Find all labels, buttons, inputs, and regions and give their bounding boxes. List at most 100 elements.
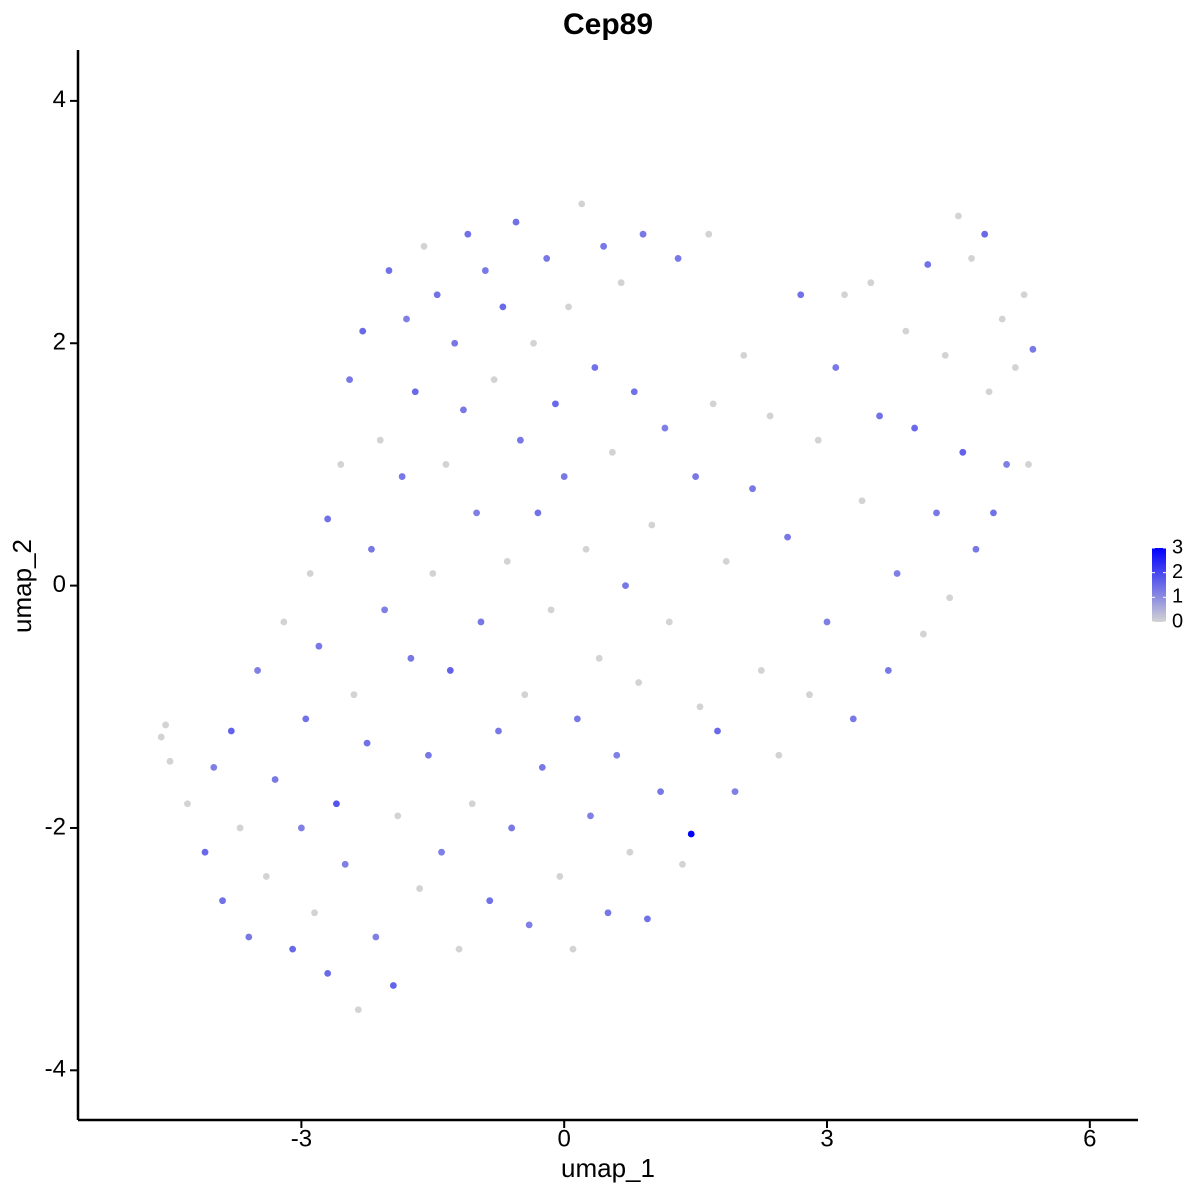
cell-point: [201, 848, 209, 856]
cell-point: [858, 497, 866, 505]
cell-point: [876, 412, 883, 420]
cell-point: [516, 436, 524, 444]
cell-point: [972, 545, 980, 553]
cell-point: [481, 267, 489, 274]
cell-point: [438, 848, 445, 856]
colorbar-label: 2: [1172, 561, 1183, 583]
cell-point: [455, 945, 463, 953]
cell-point: [648, 521, 656, 529]
colorbar-label: 3: [1172, 536, 1183, 558]
cell-point: [381, 606, 389, 614]
cell-point: [394, 812, 402, 820]
cell-point: [560, 473, 568, 480]
cell-point: [219, 897, 226, 905]
cell-point: [867, 279, 875, 287]
cell-point: [784, 533, 791, 541]
chart-title: Cep89: [563, 8, 653, 41]
cell-point: [924, 261, 932, 268]
cell-point: [530, 339, 537, 347]
cell-point: [919, 630, 927, 638]
cell-point: [608, 448, 616, 456]
cell-point: [389, 982, 397, 989]
cell-point: [543, 255, 551, 262]
cell-point: [538, 763, 546, 771]
cell-point: [477, 618, 485, 626]
cell-point: [442, 461, 450, 468]
cell-point: [573, 715, 581, 723]
cell-point: [359, 327, 367, 335]
cell-point: [766, 412, 774, 420]
y-tick-label: -4: [45, 1056, 66, 1083]
cell-point: [333, 800, 340, 808]
cell-point: [687, 830, 695, 838]
cell-point: [289, 945, 297, 953]
cell-point: [460, 406, 467, 414]
cell-point: [411, 388, 419, 396]
cell-point: [806, 691, 813, 699]
cell-point: [613, 751, 621, 759]
cell-point: [639, 230, 647, 238]
cell-point: [714, 727, 721, 735]
y-tick-label: -2: [45, 813, 66, 840]
cell-point: [565, 303, 572, 311]
colorbar: [1152, 548, 1166, 622]
x-axis-label: umap_1: [561, 1153, 655, 1183]
cell-point: [1029, 345, 1037, 353]
cell-point: [324, 515, 332, 523]
cell-point: [797, 291, 805, 299]
cell-point: [823, 618, 831, 626]
cell-point: [884, 667, 892, 674]
cell-point: [324, 969, 332, 977]
cell-point: [911, 424, 919, 432]
cell-point: [582, 545, 590, 553]
cell-point: [306, 570, 314, 577]
cell-point: [495, 727, 502, 735]
cell-point: [757, 667, 765, 674]
cell-point: [468, 800, 476, 808]
cell-point: [552, 400, 559, 408]
cell-point: [679, 860, 686, 868]
y-tick-label: 2: [53, 329, 66, 356]
cell-point: [556, 873, 564, 880]
cell-point: [184, 800, 191, 808]
cell-point: [630, 388, 638, 396]
cell-point: [775, 751, 783, 759]
cell-point: [968, 255, 975, 262]
cell-point: [446, 667, 454, 674]
cell-point: [403, 315, 410, 323]
cell-point: [740, 351, 748, 359]
cell-point: [490, 376, 498, 384]
colorbar-label: 0: [1172, 610, 1183, 632]
cell-point: [271, 776, 279, 783]
cell-point: [696, 703, 704, 711]
cell-point: [227, 727, 235, 735]
cell-point: [534, 509, 542, 517]
cell-point: [731, 788, 739, 796]
cell-point: [604, 909, 612, 917]
cell-point: [157, 733, 165, 741]
cell-point: [385, 267, 393, 274]
cell-point: [902, 327, 910, 335]
cell-point: [990, 509, 997, 517]
cell-point: [346, 376, 353, 384]
cell-point: [416, 885, 424, 892]
x-tick-label: -3: [291, 1125, 312, 1152]
cell-point: [407, 654, 415, 662]
cell-point: [893, 570, 901, 577]
cell-point: [941, 351, 949, 359]
cell-point: [657, 788, 664, 796]
cell-point: [933, 509, 940, 517]
cell-point: [512, 218, 520, 226]
cell-point: [959, 448, 967, 456]
cell-point: [1025, 461, 1032, 468]
cell-point: [981, 230, 989, 238]
cell-point: [661, 424, 669, 432]
cell-point: [674, 255, 682, 262]
cell-point: [644, 915, 651, 923]
cell-point: [525, 921, 533, 929]
cell-point: [692, 473, 700, 480]
cell-point: [311, 909, 318, 917]
cell-point: [337, 461, 345, 468]
cell-point: [595, 654, 603, 662]
